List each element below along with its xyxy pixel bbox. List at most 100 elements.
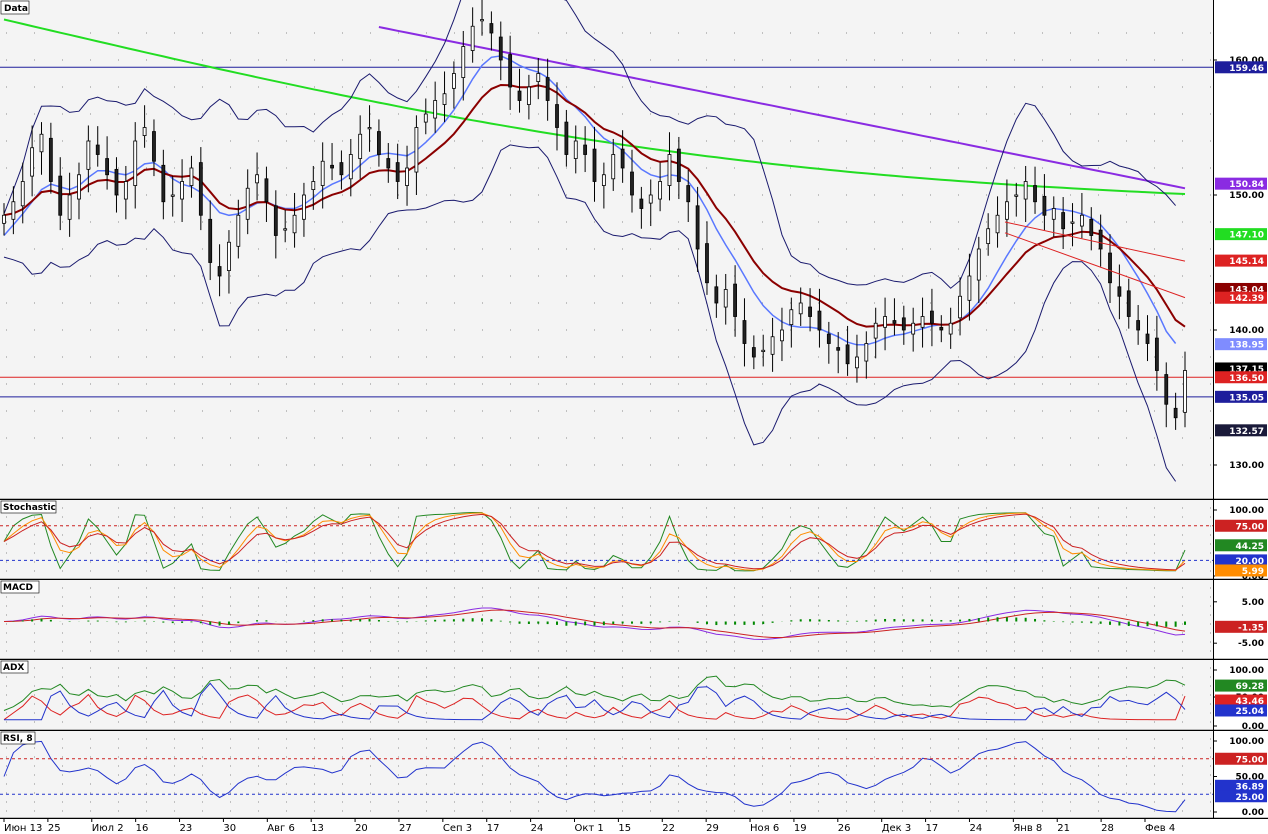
title-box-macd (0, 580, 40, 594)
candle-body (920, 316, 925, 328)
candle-body (227, 241, 231, 272)
stoch-badge-box (1215, 554, 1267, 567)
candle-body (676, 148, 681, 182)
stoch-axis-label: 0.00 (1242, 572, 1264, 582)
rsi-badge: 25.00 (1236, 793, 1264, 803)
candle-body (236, 214, 241, 247)
stoch-badge-box (1215, 519, 1267, 532)
stoch-axis-label: 100.00 (1229, 506, 1264, 516)
candle-body (742, 320, 747, 344)
x-axis-label: 17 (487, 823, 500, 834)
candle-body (555, 104, 559, 128)
candle-body (883, 316, 887, 328)
candle-body (564, 121, 569, 155)
candle-body (320, 160, 325, 186)
price-badge-box (1215, 390, 1267, 403)
stoch-badge: 75.00 (1236, 522, 1264, 532)
candle-body (161, 164, 166, 203)
candle-body (780, 329, 784, 342)
candle-body (339, 162, 344, 176)
x-axis-bg (0, 818, 1268, 834)
candle-body (845, 344, 850, 365)
panel-titles: Data Stochastic MACD ADX RSI, 8 (0, 0, 57, 745)
candle-body (395, 162, 400, 182)
stoch-k-line (3, 511, 1186, 572)
title-box-stochastic (0, 500, 57, 514)
rsi-axis-label: 0.00 (1242, 808, 1264, 818)
candle-body (1051, 208, 1056, 220)
panel-bg-stochastic (0, 500, 1213, 579)
candle-body (1014, 194, 1019, 197)
price-axis-label: 140.00 (1229, 326, 1264, 336)
candle-body (386, 158, 391, 169)
x-axis-label: 19 (794, 823, 807, 834)
x-axis-label: 30 (223, 823, 236, 834)
panel-bg-macd (0, 580, 1213, 659)
x-axis-label: 21 (1057, 823, 1070, 834)
price-badge: 138.95 (1229, 341, 1264, 351)
x-axis-label: 28 (1101, 823, 1114, 834)
price-badge: 135.05 (1229, 393, 1264, 403)
candle-body (864, 343, 869, 362)
candle-body (1145, 333, 1150, 344)
candle-body (489, 23, 494, 34)
x-axis-label: 15 (618, 823, 631, 834)
price-badge: 147.10 (1229, 231, 1264, 241)
panel-bg-rsi (0, 731, 1213, 818)
x-axis-label: Янв 8 (1013, 823, 1042, 834)
candle-body (367, 127, 372, 130)
candle-body (1070, 221, 1075, 224)
candle-body (133, 140, 138, 186)
x-axis-label: 27 (399, 823, 412, 834)
candle-body (592, 148, 597, 182)
candle-body (1136, 320, 1141, 331)
adx-line (3, 675, 1186, 711)
rsi-badge-box (1215, 779, 1267, 792)
candle-body (414, 127, 419, 173)
axis-bg-rsi (1214, 731, 1268, 818)
x-axis-label: 24 (531, 823, 544, 834)
candle-body (1154, 337, 1159, 371)
candle-body (545, 77, 550, 101)
x-axis-label: Ноя 6 (750, 823, 779, 834)
price-badge-box (1215, 228, 1267, 241)
candle-body (986, 228, 991, 244)
price-badge-box (1215, 61, 1267, 74)
candle-body (517, 90, 522, 101)
candle-body (311, 181, 316, 190)
price-badge-box (1215, 424, 1267, 437)
price-badge: 142.39 (1229, 294, 1264, 304)
panel-title-adx: ADX (3, 663, 24, 673)
candle-body (695, 205, 700, 250)
candle-body (198, 162, 203, 216)
candle-body (686, 185, 691, 203)
candle-body (20, 181, 25, 207)
rsi-badge: 75.00 (1236, 755, 1264, 765)
candle-body (911, 322, 916, 335)
candle-body (245, 187, 250, 220)
candle-body (826, 333, 831, 344)
candle-body (808, 306, 812, 317)
candle-body (873, 322, 878, 339)
candle-body (751, 347, 756, 358)
x-axis-label: 17 (926, 823, 939, 834)
candle-body (255, 174, 259, 184)
candle-body (630, 171, 634, 196)
rsi-axis-label: 100.00 (1229, 737, 1264, 747)
candle-body (1183, 370, 1187, 413)
candle-body (273, 205, 278, 236)
candle-body (611, 154, 616, 180)
candle-body (526, 86, 531, 105)
adx-badge-box (1215, 679, 1267, 692)
adx-badge: 43.46 (1236, 697, 1264, 707)
stoch-d-line (3, 512, 1186, 572)
candle-body (967, 275, 972, 301)
candle-body (217, 266, 222, 277)
candle-body (620, 148, 625, 169)
macd-axis-label: 5.00 (1242, 598, 1264, 608)
macd-badge-box (1215, 620, 1267, 633)
candle-body (423, 113, 428, 123)
